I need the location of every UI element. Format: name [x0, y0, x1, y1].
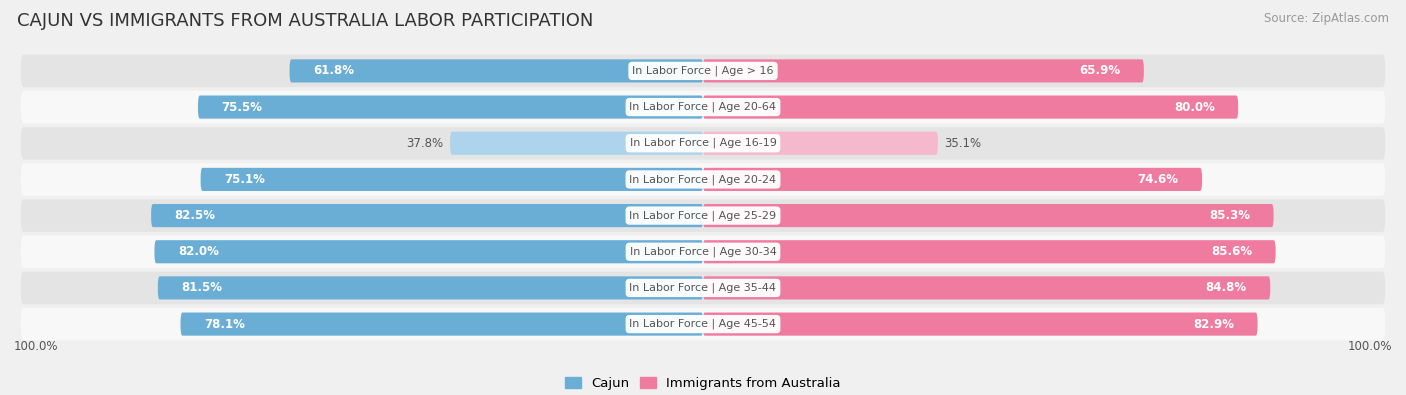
FancyBboxPatch shape [201, 168, 703, 191]
Text: In Labor Force | Age 30-34: In Labor Force | Age 30-34 [630, 246, 776, 257]
FancyBboxPatch shape [703, 96, 1239, 118]
FancyBboxPatch shape [150, 204, 703, 227]
FancyBboxPatch shape [703, 168, 1202, 191]
FancyBboxPatch shape [703, 59, 1144, 83]
Text: In Labor Force | Age 35-44: In Labor Force | Age 35-44 [630, 283, 776, 293]
Text: 84.8%: 84.8% [1206, 281, 1247, 294]
FancyBboxPatch shape [21, 163, 1385, 196]
FancyBboxPatch shape [703, 204, 1274, 227]
Text: 78.1%: 78.1% [204, 318, 245, 331]
Text: In Labor Force | Age 20-24: In Labor Force | Age 20-24 [630, 174, 776, 185]
Text: In Labor Force | Age > 16: In Labor Force | Age > 16 [633, 66, 773, 76]
Text: 75.5%: 75.5% [221, 101, 263, 114]
Text: 81.5%: 81.5% [181, 281, 222, 294]
Text: 75.1%: 75.1% [224, 173, 264, 186]
Text: 61.8%: 61.8% [314, 64, 354, 77]
FancyBboxPatch shape [21, 272, 1385, 304]
FancyBboxPatch shape [703, 312, 1257, 336]
Text: 74.6%: 74.6% [1137, 173, 1178, 186]
Text: 100.0%: 100.0% [1347, 340, 1392, 353]
Legend: Cajun, Immigrants from Australia: Cajun, Immigrants from Australia [560, 371, 846, 395]
FancyBboxPatch shape [155, 240, 703, 263]
FancyBboxPatch shape [21, 308, 1385, 340]
Text: 37.8%: 37.8% [406, 137, 443, 150]
Text: In Labor Force | Age 25-29: In Labor Force | Age 25-29 [630, 210, 776, 221]
Text: 100.0%: 100.0% [14, 340, 59, 353]
Text: 82.9%: 82.9% [1194, 318, 1234, 331]
FancyBboxPatch shape [180, 312, 703, 336]
Text: 85.6%: 85.6% [1211, 245, 1253, 258]
FancyBboxPatch shape [198, 96, 703, 118]
FancyBboxPatch shape [21, 235, 1385, 268]
FancyBboxPatch shape [450, 132, 703, 155]
FancyBboxPatch shape [21, 55, 1385, 87]
Text: In Labor Force | Age 45-54: In Labor Force | Age 45-54 [630, 319, 776, 329]
Text: 35.1%: 35.1% [945, 137, 981, 150]
Text: 82.0%: 82.0% [179, 245, 219, 258]
Text: 82.5%: 82.5% [174, 209, 215, 222]
FancyBboxPatch shape [703, 240, 1275, 263]
FancyBboxPatch shape [290, 59, 703, 83]
Text: CAJUN VS IMMIGRANTS FROM AUSTRALIA LABOR PARTICIPATION: CAJUN VS IMMIGRANTS FROM AUSTRALIA LABOR… [17, 12, 593, 30]
FancyBboxPatch shape [21, 127, 1385, 160]
FancyBboxPatch shape [703, 132, 938, 155]
FancyBboxPatch shape [21, 199, 1385, 232]
FancyBboxPatch shape [157, 276, 703, 299]
Text: 85.3%: 85.3% [1209, 209, 1250, 222]
Text: In Labor Force | Age 20-64: In Labor Force | Age 20-64 [630, 102, 776, 112]
FancyBboxPatch shape [703, 276, 1270, 299]
Text: 80.0%: 80.0% [1174, 101, 1215, 114]
Text: In Labor Force | Age 16-19: In Labor Force | Age 16-19 [630, 138, 776, 149]
Text: 65.9%: 65.9% [1080, 64, 1121, 77]
FancyBboxPatch shape [21, 91, 1385, 123]
Text: Source: ZipAtlas.com: Source: ZipAtlas.com [1264, 12, 1389, 25]
